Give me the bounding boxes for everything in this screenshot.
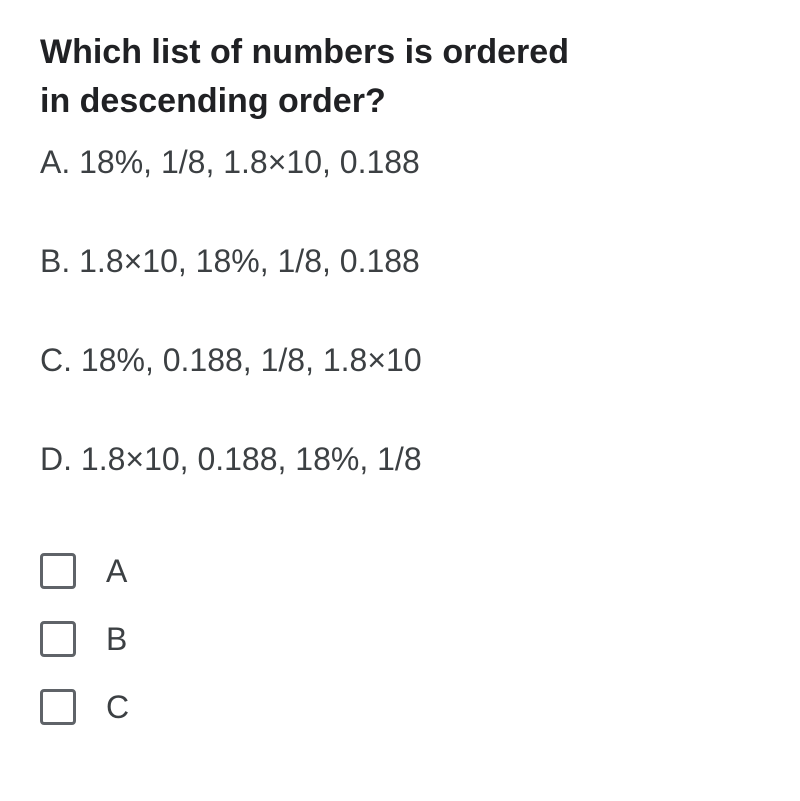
answer-row-a[interactable]: A [40, 537, 760, 605]
answer-row-b[interactable]: B [40, 605, 760, 673]
option-a: A. 18%, 1/8, 1.8×10, 0.188 [40, 141, 760, 184]
answer-label-c: C [106, 689, 129, 726]
checkbox-icon[interactable] [40, 689, 76, 725]
option-d: D. 1.8×10, 0.188, 18%, 1/8 [40, 438, 760, 481]
checkbox-icon[interactable] [40, 621, 76, 657]
answer-label-b: B [106, 621, 127, 658]
question-line-1: Which list of numbers is ordered [40, 33, 569, 71]
answer-row-c[interactable]: C [40, 673, 760, 741]
answer-label-a: A [106, 553, 127, 590]
option-c: C. 18%, 0.188, 1/8, 1.8×10 [40, 339, 760, 382]
answer-checkboxes: A B C [40, 537, 760, 741]
checkbox-icon[interactable] [40, 553, 76, 589]
options-list: A. 18%, 1/8, 1.8×10, 0.188 B. 1.8×10, 18… [40, 141, 760, 482]
question-text: Which list of numbers is ordered in desc… [40, 28, 760, 127]
question-line-2: in descending order? [40, 82, 386, 120]
option-b: B. 1.8×10, 18%, 1/8, 0.188 [40, 240, 760, 283]
question-container: Which list of numbers is ordered in desc… [0, 0, 800, 741]
